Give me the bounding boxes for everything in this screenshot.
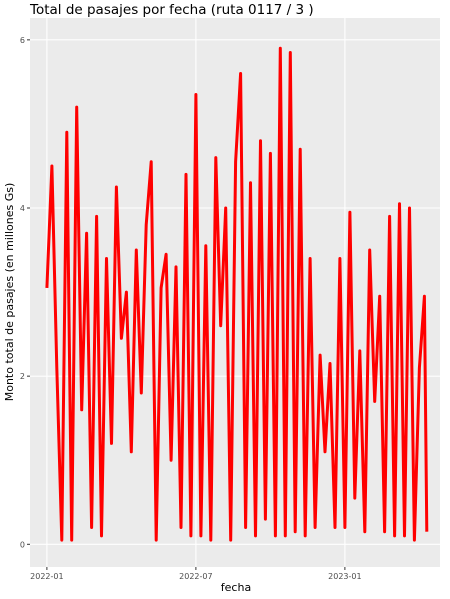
y-tick-label: 6 (20, 36, 25, 45)
y-tick-label: 2 (20, 372, 25, 381)
chart-title: Total de pasajes por fecha (ruta 0117 / … (29, 2, 314, 18)
x-tick-label: 2023-01 (328, 572, 361, 581)
x-tick-label: 2022-07 (179, 572, 212, 581)
y-axis-label: Monto total de pasajes (en millones Gs) (3, 183, 16, 402)
y-tick-label: 0 (20, 540, 25, 549)
y-tick-label: 4 (20, 204, 25, 213)
x-tick-label: 2022-01 (30, 572, 63, 581)
data-line (45, 46, 429, 542)
x-axis-label: fecha (221, 581, 251, 594)
